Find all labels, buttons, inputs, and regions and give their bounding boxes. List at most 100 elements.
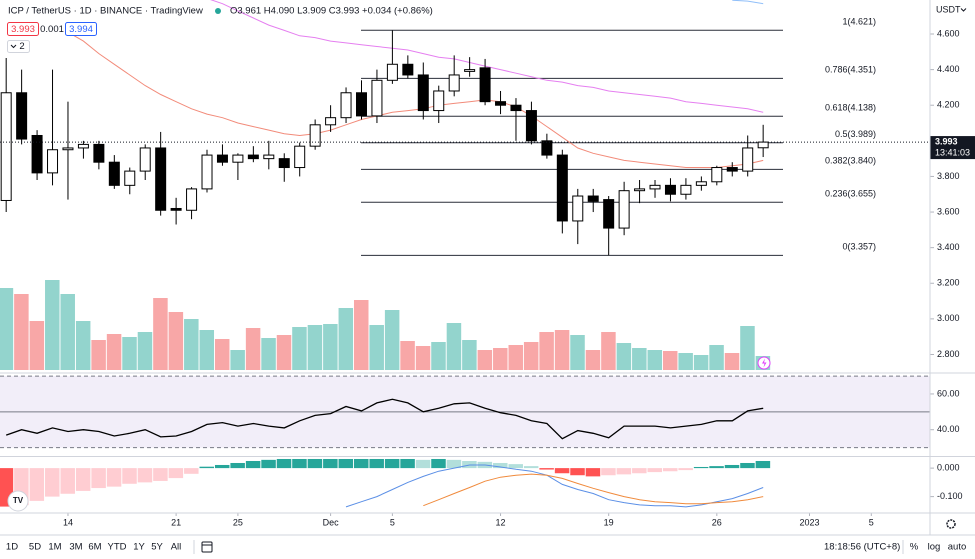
range-button[interactable]: 1Y [133, 542, 145, 553]
macd-histogram [29, 468, 45, 501]
volume-bar [137, 332, 153, 370]
volume-bar [245, 328, 261, 370]
candle-body [108, 161, 120, 186]
volume-bar [338, 308, 354, 370]
last-price-tag [930, 136, 975, 160]
candle-body [294, 145, 306, 169]
currency[interactable]: USDT [936, 4, 961, 14]
macd-histogram [755, 460, 771, 469]
volume-bar [106, 334, 122, 370]
y-tick-label: 3.400 [937, 242, 960, 252]
volume-bar [230, 350, 245, 370]
candle-body [448, 74, 460, 92]
volume-bar [539, 332, 554, 370]
indicators-count[interactable]: 2 [19, 41, 24, 52]
volume-bar [45, 280, 60, 370]
buy-box[interactable] [65, 22, 97, 36]
candle-body [325, 117, 337, 126]
date-range-icon[interactable] [201, 541, 213, 553]
volume-bar [0, 288, 14, 370]
range-button[interactable]: 3M [69, 542, 82, 553]
volume-bar [647, 350, 663, 370]
candle-body [757, 141, 769, 149]
range-button[interactable]: 6M [88, 542, 101, 553]
volume-bar [709, 345, 724, 370]
candle-body [371, 79, 383, 117]
range-button[interactable]: All [171, 542, 182, 553]
macd-histogram [493, 462, 508, 469]
candle-body [278, 158, 290, 169]
candle-body [216, 154, 228, 163]
macd-histogram [168, 468, 184, 479]
candle-body [556, 154, 568, 222]
market-status [215, 8, 221, 14]
candle-body [433, 90, 445, 112]
y-tick-label: 40.00 [937, 424, 960, 434]
candle-body [62, 147, 74, 151]
symbol-title[interactable]: ICP / TetherUS · 1D · BINANCE · TradingV… [8, 6, 203, 17]
volume-bar [384, 310, 400, 370]
sell-box[interactable] [7, 22, 39, 36]
volume-bar [400, 341, 415, 370]
candle-body [232, 154, 244, 163]
macd-histogram [662, 468, 678, 472]
rsi-line [5, 398, 764, 440]
x-tick-label: 19 [604, 517, 614, 527]
range-button[interactable]: 5D [29, 542, 41, 553]
moving-average [67, 31, 764, 168]
volume-bar [493, 348, 508, 370]
candle-body [247, 154, 259, 160]
volume-bar [75, 321, 91, 370]
candle-body [649, 184, 661, 190]
volume-bar [276, 335, 292, 370]
fib-label: 0.618(4.138) [825, 103, 876, 113]
macd-histogram [323, 458, 338, 469]
candle-body [711, 167, 723, 183]
chevron [10, 44, 17, 49]
macd-histogram [523, 466, 539, 469]
y-tick-label: 3.000 [937, 313, 960, 323]
macd-line [345, 464, 764, 508]
volume-bar [740, 326, 755, 370]
logo[interactable] [7, 490, 29, 512]
macd-histogram [122, 468, 137, 484]
range-button[interactable]: 1D [6, 542, 18, 553]
indicators-toggle[interactable] [7, 40, 30, 53]
range-button[interactable]: 5Y [151, 542, 163, 553]
settings-icon[interactable] [946, 519, 956, 529]
fib-label: 1(4.621) [842, 17, 876, 27]
candle-body [0, 92, 12, 201]
volume-bar [508, 345, 523, 370]
range-button[interactable]: 1M [48, 542, 61, 553]
volume-bar [307, 325, 323, 370]
percent-toggle[interactable]: % [910, 542, 919, 553]
candle-body [139, 147, 151, 172]
auto-toggle[interactable]: auto [948, 542, 967, 553]
macd-histogram [307, 458, 323, 469]
macd-histogram [431, 458, 446, 469]
y-tick-label: 60.00 [937, 388, 960, 398]
macd-histogram [415, 459, 431, 469]
log-toggle[interactable]: log [928, 542, 941, 553]
candle-body [16, 92, 28, 140]
last-price-label: 3.993 [935, 136, 958, 146]
y-tick-label: 3.600 [937, 206, 960, 216]
candle-body [587, 195, 599, 202]
volume-bar [523, 342, 539, 370]
candle-body [464, 69, 476, 72]
range-button[interactable]: YTD [108, 542, 127, 553]
volume-bar [153, 298, 168, 370]
volume-bar [477, 350, 493, 370]
y-tick-label: -0.100 [937, 491, 963, 501]
clock[interactable]: 18:18:56 (UTC+8) [824, 542, 900, 553]
macd-histogram [245, 460, 261, 469]
fib-label: 0.5(3.989) [835, 129, 876, 139]
sell-price[interactable]: 3.993 [11, 24, 35, 35]
volume-bar [184, 319, 199, 370]
candle-body [170, 207, 182, 211]
volume-bar [678, 353, 693, 370]
buy-price[interactable]: 3.994 [69, 24, 93, 35]
candle-body [155, 147, 167, 211]
macd-histogram [384, 458, 400, 469]
